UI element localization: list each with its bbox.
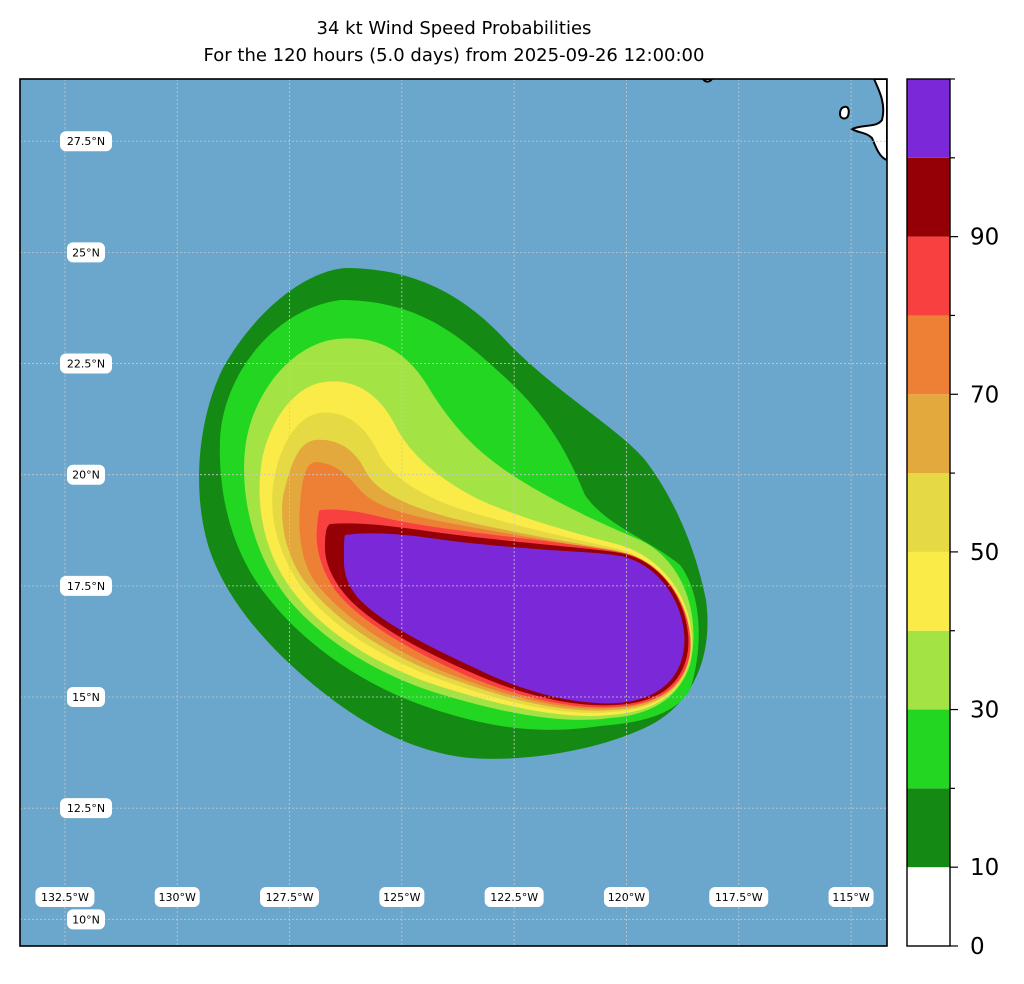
- coastline-land: [849, 79, 887, 162]
- label-box: [709, 887, 769, 907]
- lat-label-text: 27.5°N: [67, 135, 105, 148]
- label-box: [484, 887, 544, 907]
- lat-label: 15°N: [67, 687, 105, 708]
- latitude-labels: 27.5°N 25°N 22.5°N 20°N 17.5°N 15°N 12.5°N 10°N: [60, 131, 112, 930]
- lat-label-text: 20°N: [72, 469, 100, 482]
- lon-label: 132.5°W: [35, 887, 95, 907]
- label-box: [828, 887, 874, 907]
- colorbar-bin: [907, 315, 950, 395]
- lon-label-text: 122.5°W: [490, 891, 538, 904]
- label-box: [379, 887, 425, 907]
- lon-label: 130°W: [154, 887, 200, 907]
- colorbar-bin: [907, 867, 950, 946]
- label-box: [60, 575, 112, 596]
- lon-label-text: 117.5°W: [715, 891, 763, 904]
- label-box: [60, 353, 112, 374]
- label-box: [154, 887, 200, 907]
- colorbar-bin: [907, 236, 950, 316]
- map-frame: [19, 78, 888, 947]
- label-box: [67, 464, 105, 485]
- label-box: [67, 909, 105, 930]
- lat-label: 27.5°N: [60, 131, 112, 152]
- swath-band-100: [343, 533, 685, 704]
- lon-label: 127.5°W: [260, 887, 320, 907]
- lat-label: 12.5°N: [60, 798, 112, 819]
- coastline-island: [838, 105, 850, 120]
- colorbar-frame: [906, 78, 951, 947]
- lat-label: 20°N: [67, 464, 105, 485]
- lat-label-text: 17.5°N: [67, 580, 105, 593]
- colorbar-tick-label: 0: [970, 934, 985, 960]
- label-box: [60, 798, 112, 819]
- label-box: [67, 687, 105, 708]
- lon-label: 125°W: [379, 887, 425, 907]
- lat-label: 25°N: [67, 242, 105, 263]
- lat-label: 10°N: [67, 909, 105, 930]
- chart-title: 34 kt Wind Speed Probabilities: [316, 18, 592, 39]
- lat-label-text: 25°N: [72, 246, 100, 259]
- longitude-labels: 132.5°W 130°W 127.5°W 125°W 122.5°W 120°W 117.…: [35, 887, 874, 907]
- colorbar: 0 10 30 50 70 90: [906, 78, 999, 960]
- colorbar-bin: [907, 394, 950, 474]
- lat-label: 22.5°N: [60, 353, 112, 374]
- lat-label: 17.5°N: [60, 575, 112, 596]
- colorbar-tick-label: 50: [970, 540, 999, 566]
- colorbar-bin: [907, 709, 950, 789]
- lon-label: 115°W: [828, 887, 874, 907]
- lon-label: 117.5°W: [709, 887, 769, 907]
- lon-label-text: 127.5°W: [266, 891, 314, 904]
- colorbar-bin: [907, 157, 950, 237]
- label-box: [60, 131, 112, 152]
- label-box: [35, 887, 95, 907]
- colorbar-tick-label: 30: [970, 698, 999, 724]
- colorbar-bin: [907, 473, 950, 552]
- lat-label-text: 15°N: [72, 691, 100, 704]
- lon-label-text: 132.5°W: [41, 891, 89, 904]
- colorbar-tick-label: 90: [970, 225, 999, 251]
- lat-label-text: 22.5°N: [67, 358, 105, 371]
- lon-label-text: 120°W: [608, 891, 645, 904]
- colorbar-tick-label: 10: [970, 855, 999, 881]
- label-box: [260, 887, 320, 907]
- colorbar-tick-label: 70: [970, 382, 999, 408]
- lon-label: 122.5°W: [484, 887, 544, 907]
- gridlines: [20, 79, 887, 946]
- label-box: [67, 242, 105, 263]
- colorbar-bin: [907, 788, 950, 868]
- lon-label: 120°W: [603, 887, 649, 907]
- lat-label-text: 12.5°N: [67, 802, 105, 815]
- label-box: [603, 887, 649, 907]
- lon-label-text: 130°W: [159, 891, 196, 904]
- chart-subtitle: For the 120 hours (5.0 days) from 2025-0…: [203, 45, 705, 66]
- colorbar-bin: [907, 630, 950, 710]
- colorbar-bin: [907, 551, 950, 631]
- lat-label-text: 10°N: [72, 913, 100, 926]
- colorbar-bin: [907, 79, 950, 158]
- lon-label-text: 115°W: [832, 891, 869, 904]
- lon-label-text: 125°W: [383, 891, 420, 904]
